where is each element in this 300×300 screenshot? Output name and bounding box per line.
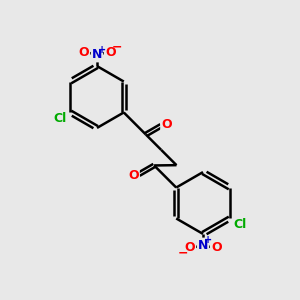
Text: O: O: [128, 169, 139, 182]
Text: +: +: [98, 45, 106, 55]
Text: O: O: [184, 241, 195, 254]
Text: Cl: Cl: [234, 218, 247, 231]
Text: O: O: [78, 46, 89, 59]
Text: N: N: [198, 238, 208, 252]
Text: O: O: [105, 46, 116, 59]
Text: Cl: Cl: [53, 112, 66, 125]
Text: −: −: [112, 41, 122, 54]
Text: O: O: [161, 118, 172, 131]
Text: O: O: [211, 241, 222, 254]
Text: +: +: [204, 235, 212, 245]
Text: −: −: [178, 246, 188, 259]
Text: N: N: [92, 48, 102, 62]
